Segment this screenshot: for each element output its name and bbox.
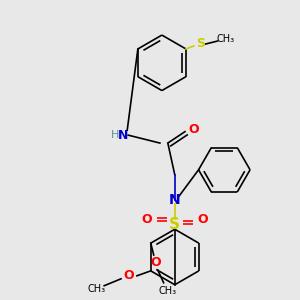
Text: O: O	[142, 213, 152, 226]
Text: O: O	[150, 256, 161, 269]
Text: S: S	[196, 38, 205, 50]
Text: N: N	[169, 193, 181, 206]
Text: CH₃: CH₃	[217, 34, 235, 44]
Text: O: O	[188, 123, 199, 136]
Text: O: O	[197, 213, 208, 226]
Text: CH₃: CH₃	[158, 286, 177, 296]
Text: S: S	[169, 217, 180, 232]
Text: O: O	[124, 269, 134, 282]
Text: CH₃: CH₃	[87, 284, 105, 294]
Text: H: H	[111, 130, 119, 140]
Text: N: N	[118, 129, 128, 142]
